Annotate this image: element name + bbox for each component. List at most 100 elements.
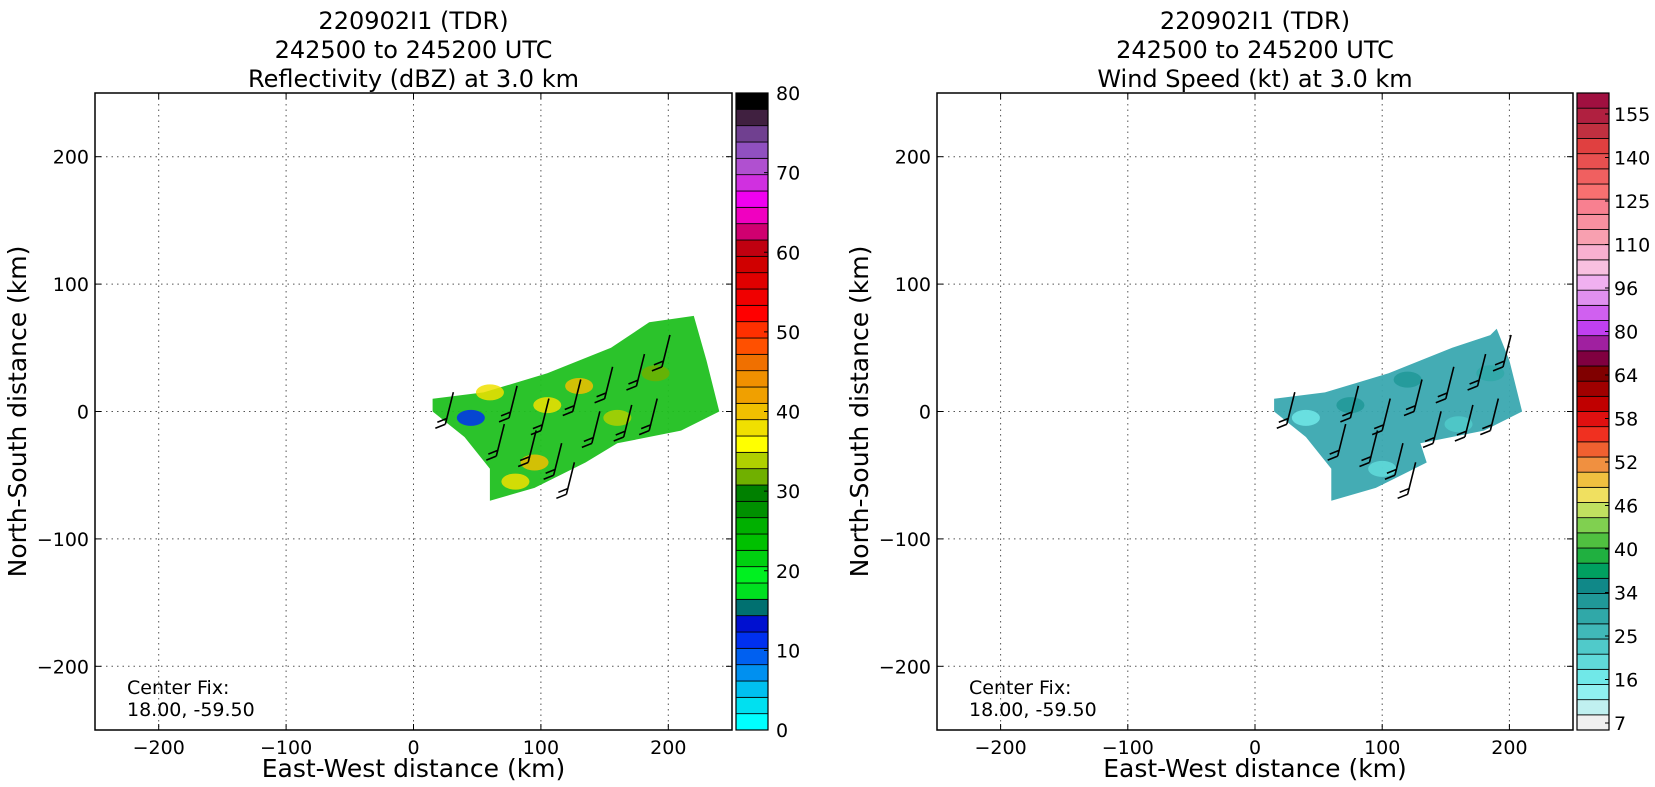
colorbar-tick-label: 125	[1614, 191, 1650, 213]
colorbar-swatch	[735, 582, 769, 600]
colorbar-swatch	[735, 647, 769, 666]
colorbar-tick-label: 40	[1614, 539, 1638, 561]
colorbar-tick-label: 70	[776, 163, 800, 185]
y-axis-label: North-South distance (km)	[845, 246, 874, 578]
wind-barb	[1276, 392, 1296, 429]
colorbar-swatch	[1576, 153, 1610, 170]
wind-barb	[562, 379, 582, 417]
colorbar-swatch	[1576, 183, 1610, 200]
colorbar-swatch	[1576, 380, 1610, 397]
y-tick-label: −200	[37, 656, 89, 678]
colorbar-swatch	[735, 680, 769, 698]
colorbar-tick-label: 50	[776, 322, 800, 344]
wind-barb	[626, 353, 646, 391]
x-tick-label: −200	[133, 737, 185, 759]
y-tick-label: 0	[919, 402, 931, 424]
colorbar-tick-label: 46	[1614, 496, 1638, 518]
colorbar-tick-label: 58	[1614, 409, 1638, 431]
data-field-patch	[641, 365, 670, 382]
colorbar-swatch	[1576, 320, 1610, 337]
colorbar-swatch	[1576, 198, 1610, 215]
wind-barb	[556, 462, 576, 500]
colorbar: 0 10 20 30 40 50 60 70 80	[735, 83, 800, 742]
data-field-patch	[603, 409, 632, 426]
colorbar-swatch	[735, 223, 769, 241]
y-tick-label: 100	[53, 274, 89, 296]
colorbar-swatch	[735, 631, 769, 649]
colorbar-swatch	[735, 500, 769, 519]
colorbar-swatch	[1576, 426, 1610, 443]
wind-barb	[435, 392, 455, 429]
center-fix-label: Center Fix:	[127, 677, 229, 699]
colorbar-swatch	[1576, 441, 1610, 458]
colorbar-swatch	[735, 451, 769, 470]
colorbar-swatch	[735, 157, 769, 176]
colorbar-frame	[1576, 92, 1610, 731]
chart-title-line: 220902I1 (TDR)	[318, 7, 508, 35]
wind-barb	[1340, 385, 1360, 423]
colorbar-swatch	[735, 92, 769, 110]
colorbar-tick-label: 52	[1614, 452, 1638, 474]
colorbar-swatch	[735, 566, 769, 584]
colorbar-swatch	[735, 549, 769, 568]
wind-barb	[613, 404, 633, 442]
colorbar-swatch	[1576, 456, 1610, 473]
colorbar-swatch	[1576, 593, 1610, 610]
colorbar-swatch	[735, 386, 769, 404]
y-axis-label: North-South distance (km)	[3, 246, 32, 578]
x-axis-label: East-West distance (km)	[262, 754, 566, 783]
wind-barb	[1397, 462, 1417, 500]
wind-barb	[581, 411, 601, 449]
colorbar-swatch	[1576, 699, 1610, 716]
colorbar-swatch	[735, 141, 769, 159]
wind-barb	[1359, 430, 1379, 468]
x-tick-label: 200	[1491, 737, 1527, 759]
colorbar-swatch	[1576, 213, 1610, 230]
colorbar-swatch	[1576, 107, 1610, 124]
colorbar-swatch	[1576, 411, 1610, 428]
colorbar-swatch	[735, 190, 769, 208]
colorbar-swatch	[735, 272, 769, 290]
data-field-patch	[501, 473, 530, 490]
colorbar-swatch	[1576, 244, 1610, 261]
wind-barb	[638, 398, 658, 436]
colorbar-tick-label: 110	[1614, 235, 1650, 257]
colorbar-swatch	[735, 321, 769, 339]
chart-title-line: 242500 to 245200 UTC	[275, 36, 553, 64]
chart-title-line: 220902I1 (TDR)	[1160, 7, 1350, 35]
colorbar-swatch	[1576, 638, 1610, 655]
center-fix-value: 18.00, -59.50	[127, 699, 255, 721]
colorbar-tick-label: 7	[1614, 713, 1626, 735]
colorbar-swatch	[735, 337, 769, 355]
colorbar-tick-label: 96	[1614, 278, 1638, 300]
colorbar-swatch	[735, 353, 769, 372]
colorbar-swatch	[735, 615, 769, 633]
colorbar-tick-label: 80	[776, 83, 800, 105]
colorbar-swatch	[1576, 395, 1610, 412]
colorbar-tick-label: 16	[1614, 670, 1638, 692]
colorbar-tick-label: 20	[776, 561, 800, 583]
data-field-region	[432, 315, 720, 501]
wind-barb	[517, 430, 537, 468]
colorbar-swatch	[1576, 517, 1610, 534]
x-tick-label: 100	[1364, 737, 1400, 759]
x-tick-label: 200	[650, 737, 686, 759]
colorbar-tick-label: 25	[1614, 626, 1638, 648]
x-tick-label: 100	[523, 737, 559, 759]
colorbar-swatch	[735, 174, 769, 192]
data-field-patch	[456, 409, 485, 426]
colorbar-tick-label: 34	[1614, 583, 1638, 605]
data-field-patch	[1291, 409, 1320, 426]
colorbar-swatch	[1576, 562, 1610, 579]
chart-title-line: 242500 to 245200 UTC	[1116, 36, 1394, 64]
colorbar-swatch	[1576, 623, 1610, 640]
colorbar-swatch	[1576, 168, 1610, 185]
y-tick-label: −200	[879, 656, 931, 678]
colorbar-tick-label: 0	[776, 720, 788, 742]
colorbar-swatch	[1576, 229, 1610, 246]
x-tick-label: 0	[407, 737, 419, 759]
wind-barb	[1467, 353, 1487, 391]
x-axis-label: East-West distance (km)	[1103, 754, 1407, 783]
colorbar-swatch	[735, 370, 769, 388]
